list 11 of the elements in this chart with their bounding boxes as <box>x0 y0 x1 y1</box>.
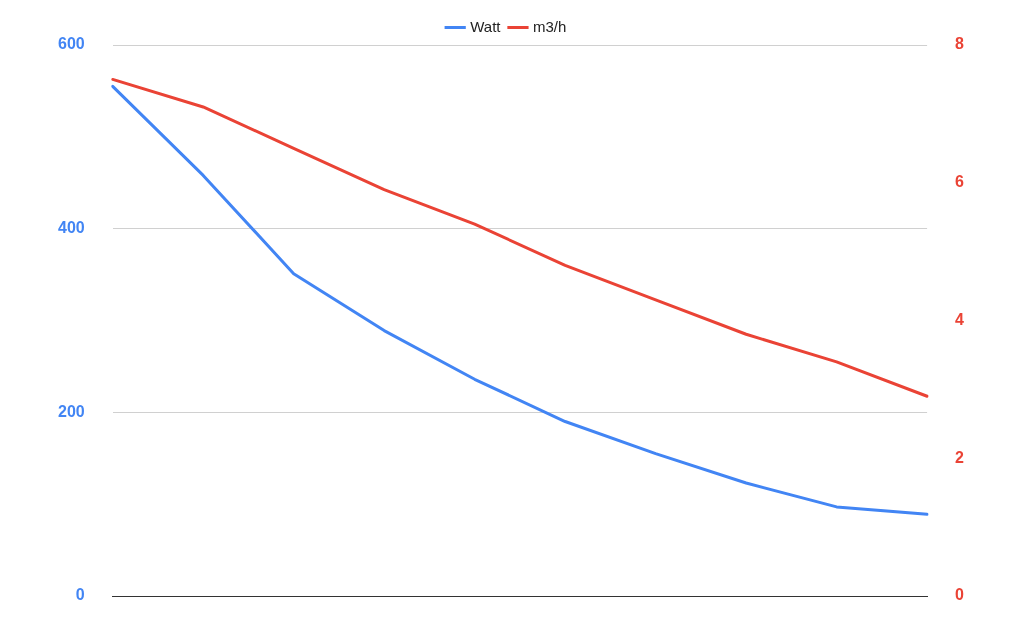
y2-tick-label: 2 <box>955 448 965 466</box>
y-tick-label: 0 <box>75 586 85 604</box>
y-tick-label: 600 <box>57 35 85 53</box>
y2-tick-label: 6 <box>955 173 965 191</box>
legend-label: m3/h <box>532 17 567 35</box>
y2-tick-label: 8 <box>955 35 965 53</box>
y2-tick-label: 0 <box>955 586 965 604</box>
y-tick-label: 400 <box>57 219 85 237</box>
legend-label: Watt <box>470 17 502 35</box>
y2-tick-label: 4 <box>955 310 965 328</box>
y-tick-label: 200 <box>57 402 85 420</box>
